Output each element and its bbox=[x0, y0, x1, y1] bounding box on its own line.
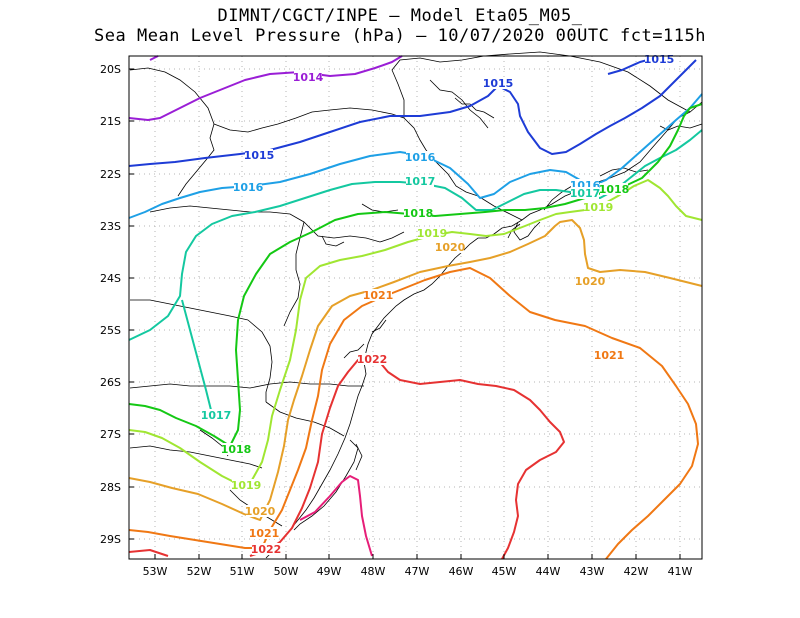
isobar-label-1014: 1014 bbox=[293, 71, 324, 84]
graticule bbox=[129, 56, 702, 559]
lon-tick-label: 46W bbox=[449, 565, 474, 578]
isobar-label-1021: 1021 bbox=[363, 289, 394, 302]
lon-tick-label: 43W bbox=[580, 565, 605, 578]
isobar-1017 bbox=[181, 299, 213, 415]
isobar-1014 bbox=[128, 55, 403, 121]
lat-tick-label: 26S bbox=[100, 376, 121, 389]
isobar-label-1021: 1021 bbox=[594, 349, 625, 362]
isobar-label-1022: 1022 bbox=[357, 353, 388, 366]
lat-tick-label: 28S bbox=[100, 481, 121, 494]
isobar-1020 bbox=[128, 219, 703, 521]
isobar-label-1017: 1017 bbox=[405, 175, 436, 188]
isobar-label-1020: 1020 bbox=[575, 275, 606, 288]
lat-tick-label: 25S bbox=[100, 324, 121, 337]
isobar-label-bg bbox=[404, 207, 432, 219]
isobar-label-1021: 1021 bbox=[249, 527, 280, 540]
lat-tick-label: 27S bbox=[100, 428, 121, 441]
isobar-label-bg bbox=[250, 527, 278, 539]
isobar-label-bg bbox=[245, 149, 273, 161]
isobar-label-1018: 1018 bbox=[403, 207, 434, 220]
isobar-1023 bbox=[299, 475, 373, 557]
isobar-label-bg bbox=[252, 543, 280, 555]
lon-tick-label: 48W bbox=[361, 565, 386, 578]
isobar-label-bg bbox=[406, 151, 434, 163]
lat-tick-label: 21S bbox=[100, 115, 121, 128]
isobar-label-bg bbox=[595, 349, 623, 361]
isobar-label-bg bbox=[584, 201, 612, 213]
isobar-label-bg bbox=[364, 289, 392, 301]
isobar-label-1019: 1019 bbox=[231, 479, 262, 492]
isobar-label-bg bbox=[202, 409, 230, 421]
isobar-label-bg bbox=[418, 227, 446, 239]
isobar-label-1018: 1018 bbox=[221, 443, 252, 456]
isobar-label-bg bbox=[484, 77, 512, 89]
lat-tick-label: 20S bbox=[100, 63, 121, 76]
isobar-label-1015: 1015 bbox=[644, 53, 675, 66]
map-subtitle: Sea Mean Level Pressure (hPa) – 10/07/20… bbox=[94, 26, 706, 46]
isobar-label-1020: 1020 bbox=[435, 241, 466, 254]
isobar-label-bg bbox=[294, 71, 322, 83]
isobar-1022 bbox=[249, 353, 565, 560]
isobar-1014 bbox=[149, 55, 159, 61]
isobar-label-1016: 1016 bbox=[405, 151, 436, 164]
isobar-label-bg bbox=[600, 183, 628, 195]
lat-tick-label: 29S bbox=[100, 533, 121, 546]
lon-tick-label: 51W bbox=[230, 565, 255, 578]
lat-tick-label: 24S bbox=[100, 272, 121, 285]
isobar-label-bg bbox=[576, 275, 604, 287]
isobar-1016 bbox=[128, 93, 703, 219]
map-title: DIMNT/CGCT/INPE – Model Eta05_M05_ bbox=[217, 6, 583, 26]
isobar-label-1019: 1019 bbox=[583, 201, 614, 214]
state-border bbox=[129, 67, 215, 197]
isobar-label-1022: 1022 bbox=[251, 543, 282, 556]
isobar-label-1015: 1015 bbox=[483, 77, 514, 90]
isobar-label-bg bbox=[571, 187, 599, 199]
isobar-1022 bbox=[128, 549, 169, 557]
isobar-label-1018: 1018 bbox=[599, 183, 630, 196]
isobar-label-bg bbox=[436, 241, 464, 253]
lon-tick-label: 41W bbox=[668, 565, 693, 578]
isobar-label-bg bbox=[234, 181, 262, 193]
isobar-label-bg bbox=[358, 353, 386, 365]
lon-tick-label: 52W bbox=[187, 565, 212, 578]
coastline-borders bbox=[129, 51, 703, 559]
isobar-label-bg bbox=[246, 505, 274, 517]
isobar-label-1020: 1020 bbox=[245, 505, 276, 518]
lon-tick-label: 47W bbox=[405, 565, 430, 578]
isobar-label-1015: 1015 bbox=[244, 149, 275, 162]
map-frame bbox=[128, 55, 703, 560]
lon-tick-label: 49W bbox=[317, 565, 342, 578]
lon-tick-label: 42W bbox=[624, 565, 649, 578]
lon-tick-label: 45W bbox=[492, 565, 517, 578]
lat-tick-label: 22S bbox=[100, 168, 121, 181]
isobar-label-1016: 1016 bbox=[233, 181, 264, 194]
isobar-label-bg bbox=[222, 443, 250, 455]
lon-tick-label: 50W bbox=[274, 565, 299, 578]
isobar-label-1017: 1017 bbox=[201, 409, 232, 422]
isobar-label-bg bbox=[406, 175, 434, 187]
lon-tick-label: 44W bbox=[536, 565, 561, 578]
lon-tick-label: 53W bbox=[143, 565, 168, 578]
isobar-label-bg bbox=[232, 479, 260, 491]
isobar-label-1017: 1017 bbox=[570, 187, 601, 200]
lat-tick-label: 23S bbox=[100, 220, 121, 233]
isobar-label-1019: 1019 bbox=[417, 227, 448, 240]
